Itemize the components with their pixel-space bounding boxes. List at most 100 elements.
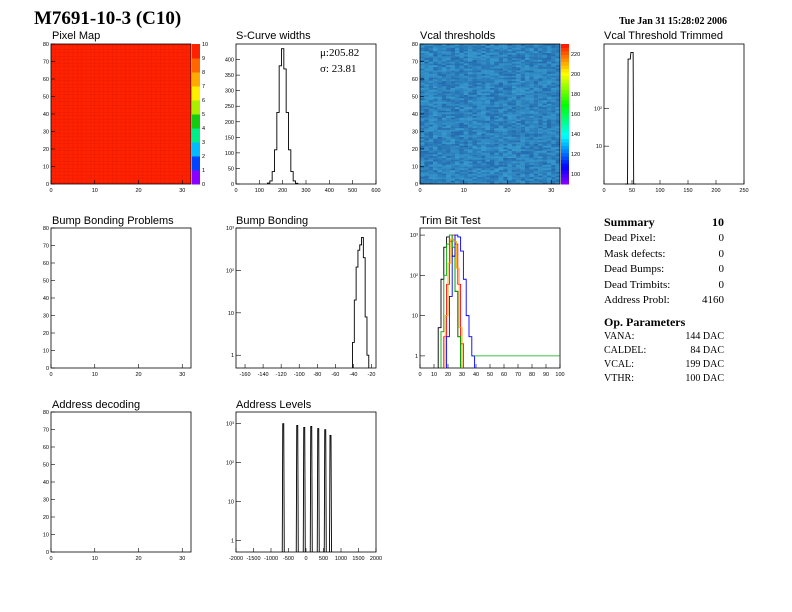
heatmap-cell [481, 135, 486, 137]
y-tick-label: 80 [43, 42, 49, 48]
heatmap-cell [441, 47, 447, 50]
heatmap-cell [485, 163, 491, 165]
heatmap-cell [490, 157, 495, 160]
heatmap-cell [529, 51, 534, 53]
heatmap-cell [494, 110, 499, 113]
x-tick-label: 400 [325, 188, 334, 194]
heatmap-cell [490, 119, 495, 122]
heatmap-cell [441, 105, 447, 108]
heatmap-cell [459, 161, 464, 164]
heatmap-cell [476, 72, 482, 74]
heatmap-cell [437, 182, 443, 185]
heatmap-cell [511, 119, 517, 122]
heatmap-cell [459, 156, 464, 158]
heatmap-cell [555, 135, 561, 137]
heatmap-cell [546, 114, 552, 116]
heatmap-cell [437, 161, 443, 164]
heatmap-cell [476, 178, 482, 181]
heatmap-cell [468, 133, 473, 136]
heatmap-cell [481, 72, 486, 74]
y-tick-label: 40 [43, 296, 49, 302]
heatmap-cell [481, 108, 486, 111]
heatmap-cell [525, 131, 530, 134]
heatmap-cell [498, 52, 504, 55]
heatmap-cell [428, 63, 434, 66]
y-tick-label: 80 [43, 226, 49, 232]
heatmap-cell [481, 173, 486, 176]
heatmap-cell [507, 103, 513, 106]
heatmap-cell [420, 112, 425, 115]
heatmap-cell [450, 93, 456, 95]
heatmap-cell [420, 182, 425, 185]
heatmap-cell [511, 89, 517, 92]
heatmap-cell [463, 70, 469, 73]
heatmap-cell [420, 157, 425, 160]
heatmap-cell [428, 56, 434, 59]
heatmap-cell [481, 161, 486, 164]
heatmap-cell [485, 173, 491, 176]
heatmap-cell [437, 103, 443, 106]
s-curve-widths-chart: 0 100 200 300 400 500 600050100150200250300350… [225, 43, 381, 194]
heatmap-cell [542, 93, 548, 95]
heatmap-cell [472, 170, 478, 172]
heatmap-cell [542, 45, 548, 48]
heatmap-cell [507, 89, 513, 92]
heatmap-cell [455, 84, 460, 87]
heatmap-cell [533, 180, 539, 183]
heatmap-cell [428, 47, 434, 50]
heatmap-cell [498, 170, 504, 172]
heatmap-cell [507, 75, 513, 78]
heatmap-cell [529, 98, 534, 101]
heatmap-cell [507, 56, 513, 59]
heatmap-cell [463, 63, 469, 66]
heatmap-cell [476, 129, 482, 132]
address-levels-chart: -2000 -1500 -1000 -500 0 500 1000 1500 200011010… [226, 411, 382, 562]
summary-title: Summary [604, 215, 655, 229]
heatmap-cell [533, 129, 539, 132]
heatmap-cell [529, 114, 534, 116]
heatmap-cell [472, 45, 478, 48]
heatmap-cell [459, 87, 464, 90]
heatmap-cell [551, 126, 556, 129]
heatmap-cell [498, 121, 504, 123]
heatmap-cell [472, 157, 478, 160]
heatmap-cell [555, 178, 561, 181]
heatmap-cell [455, 142, 460, 144]
heatmap-cell [551, 140, 556, 143]
heatmap-cell [472, 149, 478, 151]
heatmap-cell [542, 166, 548, 169]
heatmap-cell [516, 168, 521, 171]
heatmap-cell [455, 112, 460, 115]
heatmap-cell [507, 164, 513, 167]
heatmap-cell [516, 157, 521, 160]
heatmap-cell [459, 149, 464, 151]
heatmap-cell [476, 96, 482, 99]
heatmap-cell [533, 133, 539, 136]
heatmap-cell [542, 129, 548, 132]
heatmap-cell [455, 177, 460, 179]
heatmap-cell [538, 79, 543, 81]
heatmap-cell [446, 103, 451, 106]
heatmap-cell [533, 84, 539, 87]
heatmap-cell [529, 47, 534, 50]
op-param-row: CALDEL: 84 DAC [604, 344, 724, 358]
heatmap-cell [468, 166, 473, 169]
heatmap-cell [516, 52, 521, 55]
summary-row: Dead Pixel: 0 [604, 231, 724, 247]
heatmap-cell [511, 63, 517, 66]
colorbar-segment [561, 103, 569, 108]
heatmap-cell [450, 147, 456, 150]
heatmap-cell [533, 121, 539, 123]
heatmap-cell [424, 129, 429, 132]
heatmap-cell [542, 70, 548, 73]
heatmap-cell [533, 105, 539, 108]
heatmap-cell [472, 178, 478, 181]
heatmap-cell [494, 80, 499, 83]
heatmap-cell [538, 51, 543, 53]
y-tick-label: 70 [412, 60, 418, 66]
heatmap-cell [420, 63, 425, 66]
heatmap-cell [463, 89, 469, 92]
heatmap-cell [503, 138, 508, 141]
heatmap-cell [481, 133, 486, 136]
heatmap-cell [511, 145, 517, 148]
